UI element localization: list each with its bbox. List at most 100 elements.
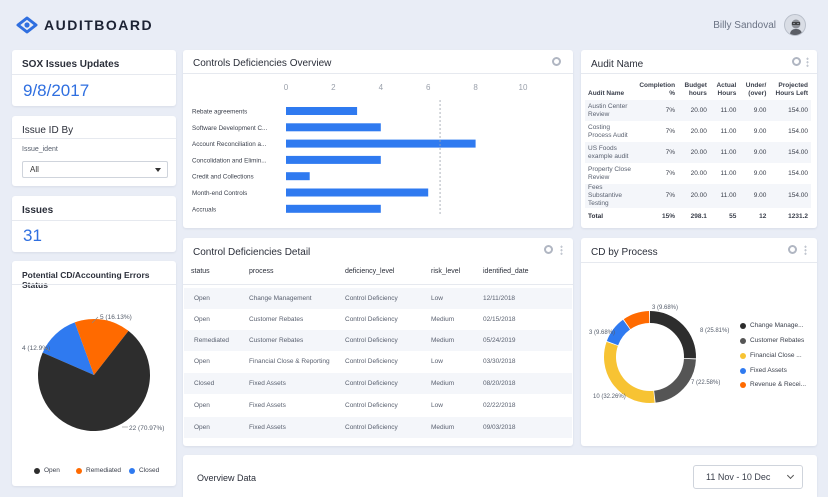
table-row[interactable]: Open Fixed Assets Control Deficiency Med… <box>184 417 572 438</box>
gear-icon[interactable] <box>544 245 553 254</box>
cell: Medium <box>431 337 455 344</box>
pie-slice-remediated[interactable] <box>74 319 129 375</box>
cell: 15% <box>662 213 676 220</box>
legend-label: Fixed Assets <box>750 367 787 374</box>
cell: Control Deficiency <box>345 358 398 365</box>
col-projected[interactable]: Projected Hours Left <box>775 82 809 97</box>
donut-slice[interactable] <box>653 358 696 403</box>
cell: Closed <box>194 380 215 387</box>
pie-slice-closed[interactable] <box>42 322 94 375</box>
swatch <box>740 337 746 344</box>
legend-customer-rebates: Customer Rebates <box>740 337 804 344</box>
cell: Customer Rebates <box>249 337 304 344</box>
divider <box>12 220 176 221</box>
issue-ident-select[interactable]: All <box>22 161 168 178</box>
issues-card: Issues 31 <box>12 196 176 252</box>
pie-slice-open[interactable] <box>38 330 150 431</box>
col-completion[interactable]: Completion % <box>639 82 676 97</box>
table-row[interactable]: Closed Fixed Assets Control Deficiency M… <box>184 373 572 394</box>
legend-label: Customer Rebates <box>750 337 805 344</box>
donut-label-change: 8 (25.81%) <box>700 328 729 334</box>
cell: 03/30/2018 <box>483 358 516 365</box>
cell: 20.00 <box>678 142 710 163</box>
sox-issues-card: SOX Issues Updates 9/8/2017 <box>12 50 176 106</box>
legend-financial-close: Financial Close ... <box>740 352 802 359</box>
donut-label-financial: 10 (32.26%) <box>593 394 626 400</box>
donut-slice[interactable] <box>623 311 650 330</box>
potential-errors-pie-chart: 5 (16.13%) 4 (12.9%) 22 (70.97%) <box>22 314 164 432</box>
controls-bar-chart: 0 2 4 6 8 10 Rebate agreements Software Develo… <box>192 83 528 214</box>
cell: 9.00 <box>739 100 770 121</box>
col-under-over[interactable]: Under/ (over) <box>745 82 767 97</box>
bar[interactable] <box>286 172 310 181</box>
legend-change-management: Change Manage... <box>740 322 803 329</box>
category-label: Month-end Controls <box>192 190 247 197</box>
table-row[interactable]: Austin Center Review 7% 20.00 11.00 9.00 154.… <box>585 100 811 121</box>
cell: 55 <box>729 213 737 220</box>
drag-handle-icon[interactable] <box>560 245 563 255</box>
table-row[interactable]: Open Customer Rebates Control Deficiency… <box>184 309 572 330</box>
col-actual[interactable]: Actual Hours <box>716 82 737 97</box>
legend-revenue: Revenue & Recei... <box>740 381 806 388</box>
cell: Control Deficiency <box>345 316 398 323</box>
cd-process-title: CD by Process <box>591 247 658 258</box>
cell: Low <box>431 402 443 409</box>
gear-icon[interactable] <box>788 245 797 254</box>
drag-handle-icon[interactable] <box>804 245 807 255</box>
table-row[interactable]: Open Change Management Control Deficienc… <box>184 288 572 309</box>
cell: 7% <box>665 127 676 135</box>
avatar[interactable] <box>784 14 806 36</box>
closed-swatch <box>129 467 135 474</box>
cell: 9.00 <box>739 142 770 163</box>
bar[interactable] <box>286 139 476 148</box>
bar[interactable] <box>286 204 381 213</box>
table-row[interactable]: Open Financial Close & Reporting Control… <box>184 351 572 372</box>
bar[interactable] <box>286 107 358 115</box>
user-menu[interactable]: Billy Sandoval <box>713 14 806 36</box>
cell: 154.00 <box>769 100 811 121</box>
table-row[interactable]: Fees Substantive Testing 7% 20.00 11.00 9.00… <box>585 184 811 208</box>
drag-handle-icon[interactable] <box>806 57 809 67</box>
divider <box>12 138 176 139</box>
donut-slice[interactable] <box>604 341 655 403</box>
cell: Austin Center Review <box>585 100 635 121</box>
cell: Control Deficiency <box>345 337 398 344</box>
col-status[interactable]: status <box>191 268 210 275</box>
logo[interactable]: AUDITBOARD <box>16 14 153 36</box>
bar[interactable] <box>286 188 429 197</box>
gear-icon[interactable] <box>552 57 561 66</box>
col-identified-date[interactable]: identified_date <box>483 268 529 275</box>
x-tick-label: 2 <box>331 83 336 92</box>
col-audit-name[interactable]: Audit Name <box>588 90 625 97</box>
gear-icon[interactable] <box>792 57 801 66</box>
donut-label-customer: 7 (22.58%) <box>691 380 720 386</box>
cell: 20.00 <box>678 100 710 121</box>
cell: Medium <box>431 424 455 431</box>
col-deficiency-level[interactable]: deficiency_level <box>345 268 395 275</box>
issues-count: 31 <box>23 226 42 245</box>
donut-slice[interactable] <box>606 319 631 346</box>
cell: Low <box>431 295 443 302</box>
table-row[interactable]: Open Fixed Assets Control Deficiency Low… <box>184 395 572 416</box>
table-row[interactable]: Property Close Review 7% 20.00 11.00 9.00 154… <box>585 163 811 184</box>
cell: Open <box>194 316 210 323</box>
bar[interactable] <box>286 123 381 132</box>
donut-slice[interactable] <box>649 311 696 359</box>
col-process[interactable]: process <box>249 268 274 275</box>
category-label: Credit and Collections <box>192 174 254 181</box>
cell: Financial Close & Reporting <box>249 358 330 365</box>
controls-overview-title: Controls Deficiencies Overview <box>193 58 332 69</box>
cell: 7% <box>635 100 679 121</box>
bar[interactable] <box>286 155 381 164</box>
date-range-picker[interactable]: 11 Nov - 10 Dec <box>693 465 803 489</box>
table-row[interactable]: Costing Process Audit 7% 20.00 11.00 9.00 154… <box>585 121 811 142</box>
col-budget[interactable]: Budget hours <box>684 82 707 97</box>
table-row[interactable]: Remediated Customer Rebates Control Defi… <box>184 330 572 351</box>
cell: Control Deficiency <box>345 424 398 431</box>
cell: 154.00 <box>769 142 811 163</box>
cd-process-donut-chart: 3 (9.68%) 8 (25.81%) 3 (9.68%) 7 (22.58%… <box>589 305 729 403</box>
donut-label-revenue: 3 (9.68%) <box>652 305 678 311</box>
pie-label-remediated: 5 (16.13%) <box>100 314 132 321</box>
table-row[interactable]: US Foods example audit 7% 20.00 11.00 9.00 15… <box>585 142 811 163</box>
col-risk-level[interactable]: risk_level <box>431 268 461 275</box>
